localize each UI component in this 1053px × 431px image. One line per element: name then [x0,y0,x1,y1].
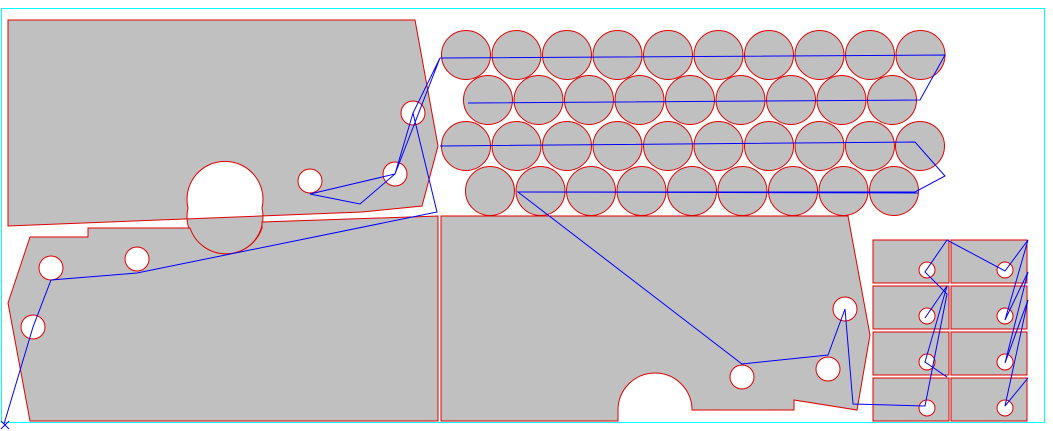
hole [38,255,64,281]
small-rect-part[interactable] [950,239,1028,284]
disc-part[interactable] [665,75,715,125]
disc-part[interactable] [643,30,693,80]
disc-part[interactable] [715,75,766,125]
hole [918,261,936,279]
hole [996,307,1014,325]
part-bottom-middle[interactable] [440,215,871,422]
hole [996,261,1014,279]
disc-part[interactable] [566,166,616,216]
sheet-boundary [1,8,1045,423]
disc-part[interactable] [693,121,744,171]
disc-part[interactable] [667,166,717,216]
small-rect-parts[interactable] [872,239,1028,422]
disc-part[interactable] [592,121,643,171]
disc-part[interactable] [693,30,744,80]
small-rect-part[interactable] [872,377,950,422]
disc-part[interactable] [717,166,768,216]
disc-part[interactable] [463,75,513,125]
disc-part[interactable] [465,166,515,216]
hole [729,364,755,390]
disc-part[interactable] [614,75,665,125]
toolpath [3,54,1029,425]
disc-part[interactable] [794,121,845,171]
small-rect-part[interactable] [872,239,950,284]
hole [918,307,936,325]
hole [815,356,841,382]
disc-part[interactable] [616,166,667,216]
hole [124,246,150,272]
cross-marker-icon [0,420,10,430]
disc-part[interactable] [744,121,794,171]
disc-part[interactable] [768,166,818,216]
disc-part[interactable] [513,75,564,125]
hole [297,168,323,194]
part-top-left[interactable] [7,19,439,256]
hole [996,399,1014,417]
disc-part[interactable] [564,75,614,125]
small-rect-part[interactable] [950,285,1028,330]
small-rect-part[interactable] [872,285,950,330]
hole [918,399,936,417]
small-rect-part[interactable] [950,377,1028,422]
disc-part[interactable] [491,30,542,80]
disc-part[interactable] [818,166,869,216]
disc-part[interactable] [845,121,895,171]
small-rect-part[interactable] [872,331,950,376]
disc-part[interactable] [515,166,566,216]
disc-part[interactable] [869,166,919,216]
disc-part[interactable] [643,121,693,171]
disc-part[interactable] [895,121,945,171]
disc-part[interactable] [542,30,592,80]
disc-parts[interactable] [441,30,946,216]
disc-part[interactable] [744,30,794,80]
small-rect-part[interactable] [950,331,1028,376]
disc-part[interactable] [542,121,592,171]
disc-part[interactable] [592,30,643,80]
disc-part[interactable] [766,75,816,125]
disc-part[interactable] [794,30,845,80]
disc-part[interactable] [441,30,491,80]
